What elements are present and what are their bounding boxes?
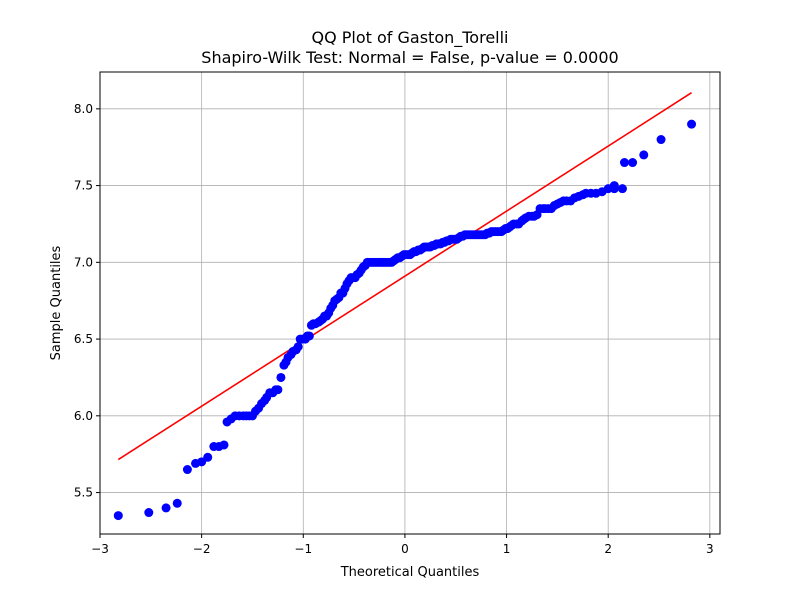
x-axis-ticks: −3 −2 −1 0 1 2 3 — [91, 534, 714, 556]
y-tick-label: 7.0 — [74, 255, 93, 269]
x-tick-label: 2 — [604, 542, 612, 556]
x-tick-label: −3 — [91, 542, 109, 556]
chart-title-line-2: Shapiro-Wilk Test: Normal = False, p-val… — [201, 48, 618, 67]
data-point — [144, 508, 154, 518]
x-tick-label: −2 — [193, 542, 211, 556]
reference-line-group — [117, 92, 692, 461]
data-point — [273, 385, 283, 395]
plot-area-frame — [99, 71, 721, 535]
x-tick-label: −1 — [294, 542, 312, 556]
y-tick-label: 6.5 — [74, 332, 93, 346]
data-point — [687, 119, 697, 129]
data-point — [656, 135, 666, 145]
data-point — [113, 511, 123, 521]
data-point — [628, 158, 638, 168]
y-axis-label: Sample Quantiles — [49, 245, 64, 360]
x-tick-label: 3 — [706, 542, 714, 556]
data-point — [304, 331, 314, 341]
y-axis-ticks: 5.5 6.0 6.5 7.0 7.5 8.0 — [74, 102, 100, 500]
x-axis-label: Theoretical Quantiles — [340, 565, 480, 580]
reference-line — [117, 92, 692, 461]
y-tick-label: 8.0 — [74, 102, 93, 116]
data-point — [219, 440, 229, 450]
data-point — [161, 503, 171, 513]
data-points — [113, 119, 697, 521]
x-tick-label: 1 — [503, 542, 511, 556]
data-point — [276, 372, 286, 382]
data-point — [182, 465, 192, 475]
data-point — [617, 184, 627, 194]
data-point — [639, 150, 649, 160]
data-point — [172, 498, 182, 508]
y-tick-label: 7.5 — [74, 179, 93, 193]
data-point — [197, 457, 207, 467]
data-point — [203, 452, 213, 462]
grid-lines — [99, 72, 720, 534]
y-tick-label: 5.5 — [74, 486, 93, 500]
x-tick-label: 0 — [401, 542, 409, 556]
data-point — [609, 181, 619, 191]
data-point — [293, 342, 303, 352]
chart-title-line-1: QQ Plot of Gaston_Torelli — [311, 28, 508, 48]
y-tick-label: 6.0 — [74, 409, 93, 423]
data-point — [619, 158, 629, 168]
